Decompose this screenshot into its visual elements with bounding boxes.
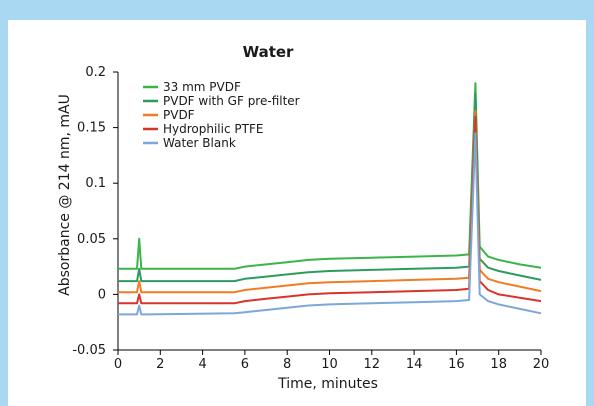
y-tick-label: 0 bbox=[98, 287, 106, 302]
x-tick-label: 14 bbox=[406, 357, 423, 372]
legend-label: PVDF with GF pre-filter bbox=[163, 94, 300, 108]
x-tick-label: 18 bbox=[490, 357, 507, 372]
legend-label: Water Blank bbox=[163, 136, 236, 150]
x-tick-label: 2 bbox=[156, 357, 164, 372]
x-tick-label: 8 bbox=[283, 357, 291, 372]
x-tick-label: 16 bbox=[448, 357, 465, 372]
series-line bbox=[118, 115, 542, 305]
y-tick-label: 0.2 bbox=[85, 65, 106, 80]
x-axis-title: Time, minutes bbox=[277, 376, 378, 392]
legend-label: 33 mm PVDF bbox=[163, 80, 241, 94]
y-tick-label: 0.05 bbox=[77, 232, 106, 247]
series-lines bbox=[118, 82, 542, 316]
axes: 0 2 4 6 8 10 12 14 16 18 20 0.2 0.15 0.1 0.05 0 -0.05 bbox=[72, 65, 549, 372]
series-line bbox=[118, 82, 542, 270]
series-line bbox=[118, 132, 542, 316]
y-tick-label: 0.15 bbox=[77, 121, 106, 136]
chart-panel: Water 0 2 4 6 8 10 12 14 16 18 20 0.2 0.15 0.1 0.05 0 -0… bbox=[8, 20, 586, 406]
y-tick-label: -0.05 bbox=[72, 343, 106, 358]
legend-label: Hydrophilic PTFE bbox=[163, 122, 263, 136]
x-tick-label: 10 bbox=[321, 357, 338, 372]
y-axis-title: Absorbance @ 214 nm, mAU bbox=[57, 94, 73, 296]
legend-label: PVDF bbox=[163, 108, 195, 122]
x-tick-label: 4 bbox=[198, 357, 206, 372]
x-tick-label: 0 bbox=[114, 357, 122, 372]
x-tick-label: 20 bbox=[533, 357, 550, 372]
series-line bbox=[118, 109, 542, 294]
x-tick-label: 12 bbox=[364, 357, 381, 372]
chart-svg: Water 0 2 4 6 8 10 12 14 16 18 20 0.2 0.15 0.1 0.05 0 -0… bbox=[57, 43, 549, 392]
series-line bbox=[118, 93, 542, 283]
y-tick-label: 0.1 bbox=[85, 176, 106, 191]
x-tick-label: 6 bbox=[241, 357, 249, 372]
chart-title: Water bbox=[243, 43, 294, 61]
